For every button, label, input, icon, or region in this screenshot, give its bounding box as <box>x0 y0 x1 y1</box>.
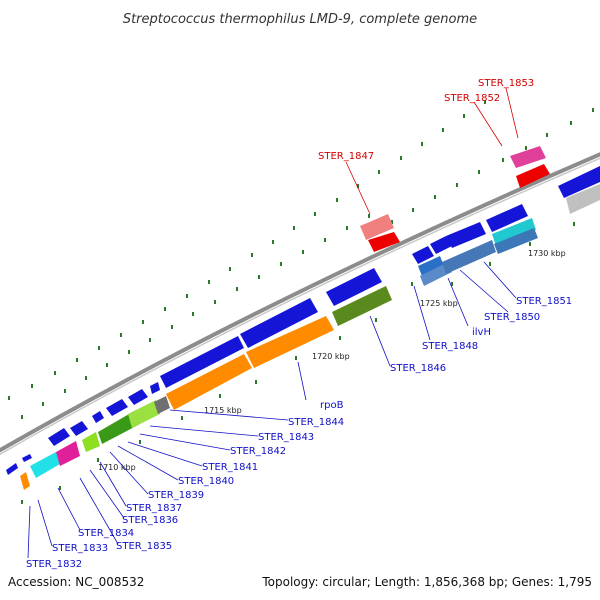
gene-arrow-steel[interactable] <box>442 240 496 274</box>
gene-label[interactable]: STER_1847 <box>318 151 374 162</box>
gene-arrow[interactable] <box>326 268 382 306</box>
kbp-label: 1720 kbp <box>312 352 350 361</box>
gene-label[interactable]: STER_1832 <box>26 559 82 570</box>
kbp-label: 1725 kbp <box>420 299 458 308</box>
gene-label[interactable]: STER_1835 <box>116 541 172 552</box>
gene-arrow[interactable] <box>430 236 452 254</box>
gene-arrow-teal[interactable] <box>492 218 536 246</box>
gene-label[interactable]: rpoB <box>320 400 344 411</box>
kbp-label: 1715 kbp <box>204 406 242 415</box>
gene-label[interactable]: STER_1843 <box>258 432 314 443</box>
map-title: Streptococcus thermophilus LMD-9, comple… <box>123 12 477 27</box>
gene-label[interactable]: STER_1853 <box>478 78 534 89</box>
forward-strand-genes <box>6 146 600 475</box>
gene-arrow[interactable] <box>70 421 88 436</box>
gene-label[interactable]: STER_1850 <box>484 312 540 323</box>
gene-label[interactable]: STER_1848 <box>422 341 478 352</box>
kbp-label: 1730 kbp <box>528 249 566 258</box>
gene-arrow[interactable] <box>240 298 318 348</box>
gene-arrow[interactable] <box>412 246 434 264</box>
gene-arrow-cyan[interactable] <box>30 452 60 478</box>
genome-backbone <box>0 152 600 453</box>
kbp-label: 1710 kbp <box>98 463 136 472</box>
gene-arrow-magenta[interactable] <box>56 441 80 466</box>
gene-label[interactable]: STER_1833 <box>52 543 108 554</box>
gene-arrow-orange[interactable] <box>246 316 334 368</box>
leader-lines <box>27 87 519 559</box>
gene-arrow-red[interactable] <box>516 164 550 188</box>
gene-arrow-gray[interactable] <box>154 396 170 414</box>
gene-arrow-red[interactable] <box>368 232 400 252</box>
gene-labels: STER_1832 STER_1833 STER_1834 STER_1835 … <box>26 78 572 570</box>
gene-arrow-steel[interactable] <box>494 228 538 254</box>
gene-arrow[interactable] <box>446 222 486 248</box>
topology-text: Topology: circular; Length: 1,856,368 bp… <box>261 575 592 589</box>
gene-arrow[interactable] <box>486 204 528 232</box>
gene-label[interactable]: STER_1839 <box>148 490 204 501</box>
gene-arrow-silver[interactable] <box>566 184 600 214</box>
gene-label[interactable]: ilvH <box>472 327 491 338</box>
gene-arrow[interactable] <box>106 399 128 416</box>
gene-label[interactable]: STER_1851 <box>516 296 572 307</box>
gene-arrow[interactable] <box>128 389 148 405</box>
gene-arrow-lime[interactable] <box>82 432 100 452</box>
genome-backbone-shadow <box>0 157 600 456</box>
gene-label[interactable]: STER_1852 <box>444 93 500 104</box>
gene-arrow[interactable] <box>160 336 244 388</box>
gene-arrow[interactable] <box>22 454 32 462</box>
gene-arrow[interactable] <box>48 428 70 446</box>
gene-arrow[interactable] <box>6 463 18 475</box>
gene-arrow-lime[interactable] <box>128 400 160 428</box>
gene-label[interactable]: STER_1841 <box>202 462 258 473</box>
gene-arrow-steel[interactable] <box>418 256 444 276</box>
gene-arrow-orange[interactable] <box>20 472 30 490</box>
gene-arrow-olive[interactable] <box>332 286 392 326</box>
gene-label[interactable]: STER_1837 <box>126 503 182 514</box>
gene-arrow[interactable] <box>92 411 104 423</box>
accession-text: Accession: NC_008532 <box>8 575 144 589</box>
gene-label[interactable]: STER_1834 <box>78 528 134 539</box>
gene-arrow[interactable] <box>558 166 600 198</box>
gene-arrow-lightred[interactable] <box>360 214 394 240</box>
reverse-strand-genes <box>20 184 600 490</box>
gene-label[interactable]: STER_1836 <box>122 515 178 526</box>
gene-label[interactable]: STER_1846 <box>390 363 446 374</box>
gene-label[interactable]: STER_1844 <box>288 417 344 428</box>
outer-tick-track <box>8 100 594 419</box>
gene-arrow-orange[interactable] <box>166 354 252 410</box>
inner-tick-marks <box>21 222 575 504</box>
gene-label[interactable]: STER_1840 <box>178 476 234 487</box>
gene-arrow-pink[interactable] <box>510 146 546 168</box>
gene-label[interactable]: STER_1842 <box>230 446 286 457</box>
gene-arrow[interactable] <box>150 382 160 394</box>
